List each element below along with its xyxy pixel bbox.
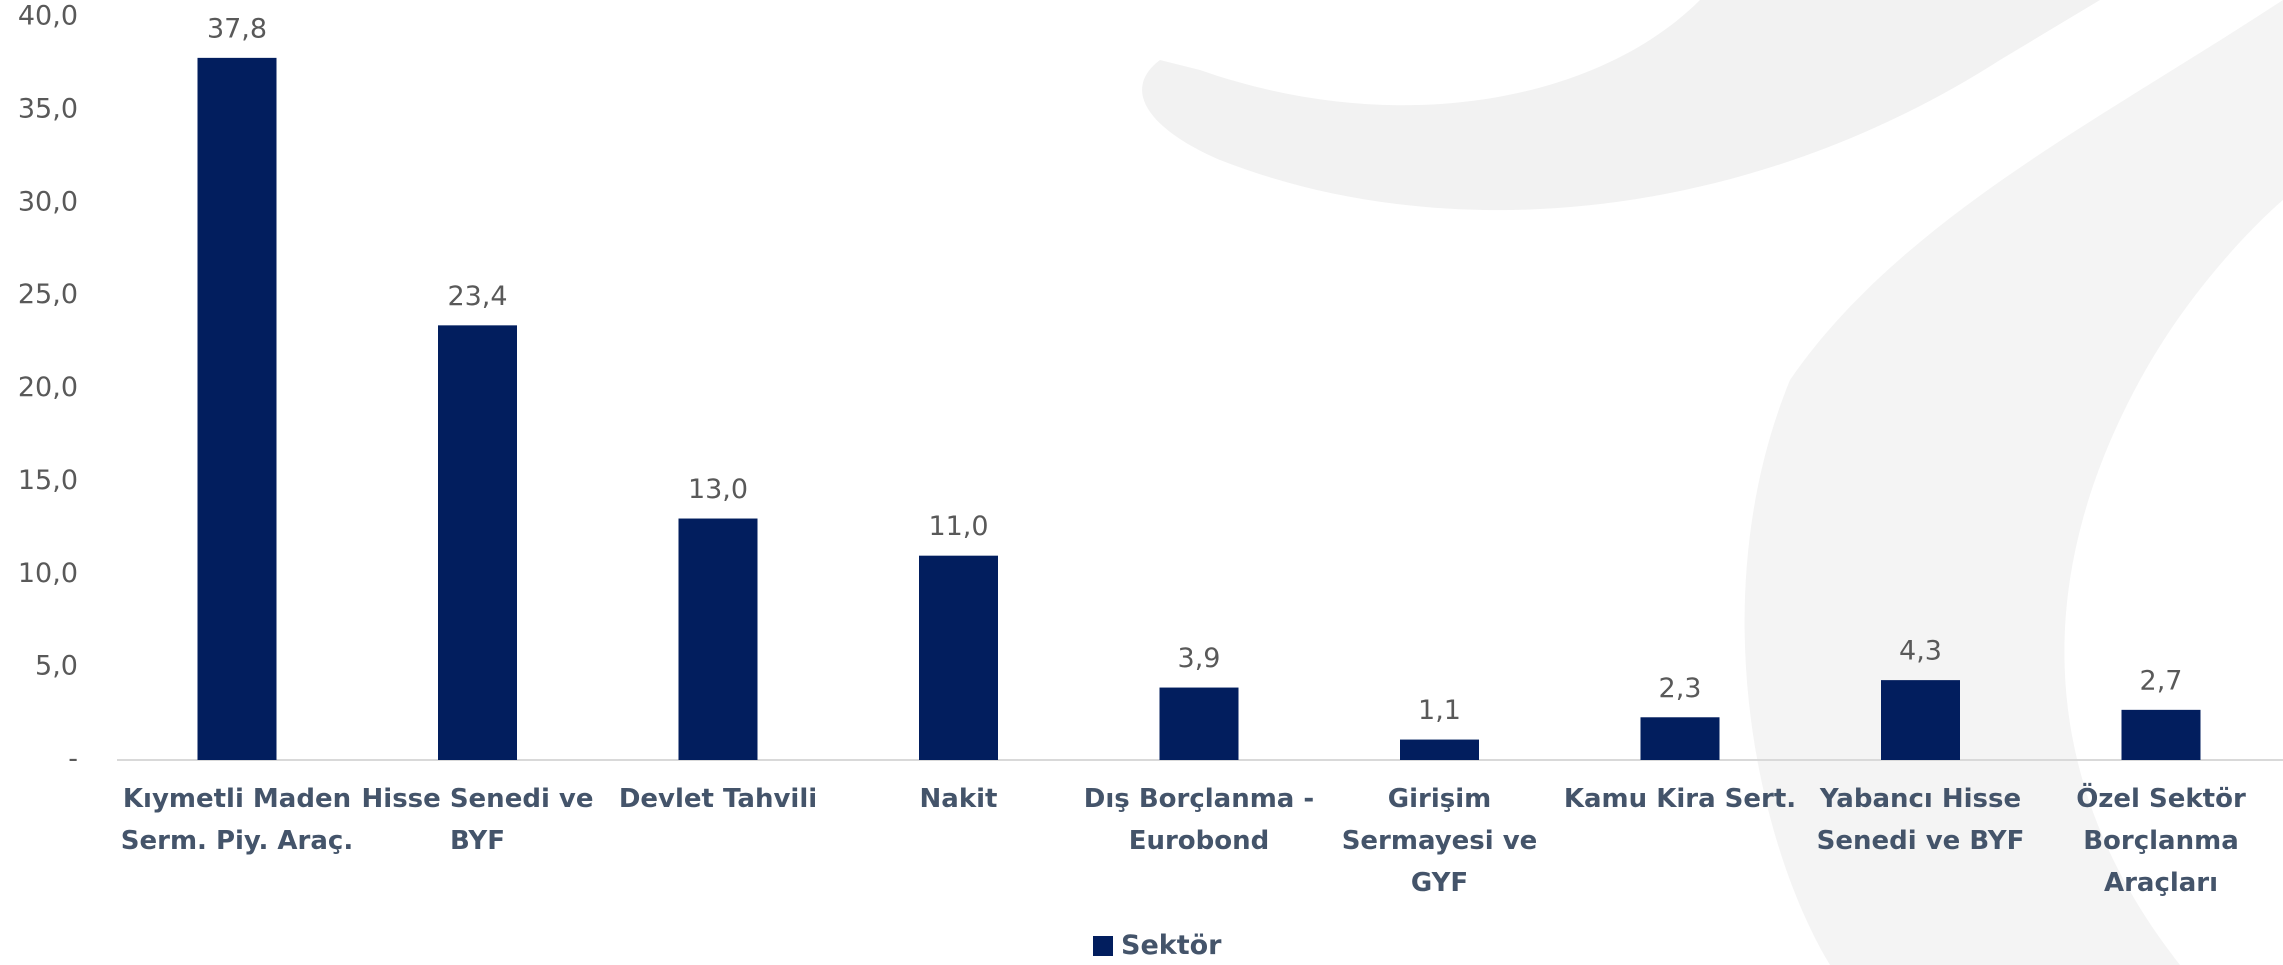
y-tick-label: 30,0 (18, 186, 78, 217)
bar (919, 556, 998, 760)
x-tick-label: Yabancı Hisse Senedi ve BYF (1803, 778, 2039, 862)
y-tick-label: 15,0 (18, 465, 78, 496)
data-label: 11,0 (928, 511, 988, 542)
watermark (1142, 0, 2100, 210)
x-tick-label: Kamu Kira Sert. (1562, 778, 1798, 820)
bar (679, 519, 758, 760)
bar (1881, 680, 1960, 760)
x-tick-label: Girişim Sermayesi ve GYF (1322, 778, 1558, 904)
data-label: 3,9 (1178, 643, 1221, 674)
data-label: 23,4 (447, 281, 507, 312)
y-tick-label: 40,0 (18, 1, 78, 32)
x-tick-label: Nakit (841, 778, 1077, 820)
bar (2122, 710, 2201, 760)
x-tick-label: Özel Sektör Borçlanma Araçları (2043, 778, 2279, 904)
legend-swatch (1093, 936, 1113, 956)
y-tick-label: 10,0 (18, 558, 78, 589)
y-tick-label: 35,0 (18, 93, 78, 124)
x-tick-label: Dış Borçlanma - Eurobond (1081, 778, 1317, 862)
y-tick-label: 20,0 (18, 372, 78, 403)
x-tick-label: Kıymetli Maden Serm. Piy. Araç. (119, 778, 355, 862)
bar (198, 58, 277, 760)
data-label: 2,3 (1659, 673, 1702, 704)
data-label: 1,1 (1418, 695, 1461, 726)
data-label: 2,7 (2140, 665, 2183, 696)
y-tick-label: 5,0 (35, 651, 78, 682)
legend-label: Sektör (1121, 930, 1222, 961)
data-label: 37,8 (207, 13, 267, 44)
data-label: 4,3 (1899, 636, 1942, 667)
bar (1641, 717, 1720, 760)
x-tick-label: Hisse Senedi ve BYF (360, 778, 596, 862)
y-tick-label: 25,0 (18, 279, 78, 310)
x-tick-label: Devlet Tahvili (600, 778, 836, 820)
bar (1400, 740, 1479, 760)
y-tick-label: - (68, 744, 78, 775)
data-label: 13,0 (688, 474, 748, 505)
bar (438, 325, 517, 760)
page: - 5,0 10,0 15,0 20,0 25,0 30,0 35,0 40,0 37,8 23,4… (0, 0, 2283, 965)
legend-item: Sektör (1093, 930, 1222, 961)
bar (1160, 688, 1239, 760)
